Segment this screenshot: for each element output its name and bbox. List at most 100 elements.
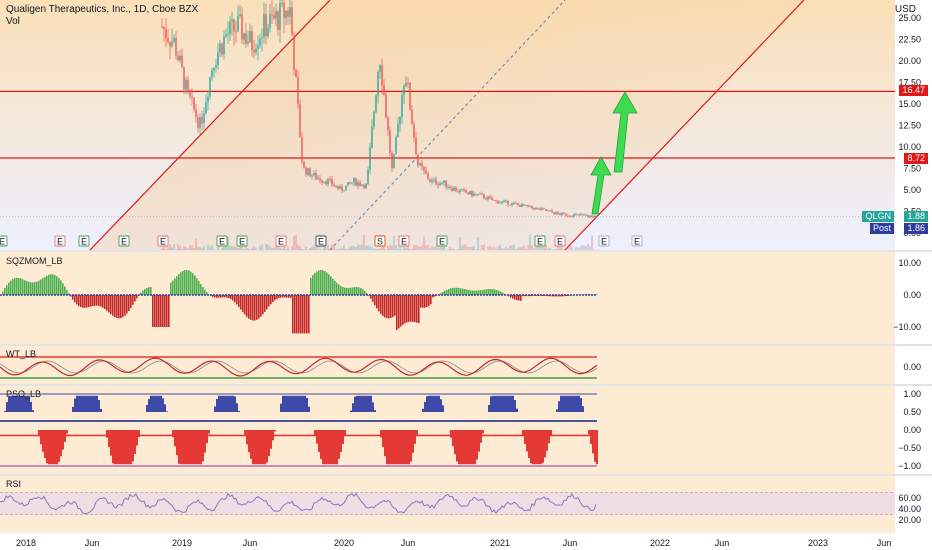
volume-bar [189,245,191,250]
volume-bar [267,244,269,250]
pso-red-bar [178,430,180,464]
price-candle [477,194,479,196]
price-candle [203,113,205,124]
sqz-bar [414,295,416,323]
volume-bar [185,247,187,250]
pso-red-bar [198,430,200,465]
level-high-tag: 16.47 [899,85,928,96]
volume-bar [543,244,545,250]
sqz-bar [566,295,568,297]
price-candle [249,31,251,42]
sqz-bar [434,295,436,297]
price-candle [455,187,457,192]
sqz-bar [462,288,464,295]
pso-red-bar [408,430,410,465]
price-candle [273,15,275,19]
pso-red-bar [322,430,324,465]
sqz-bar [38,280,40,295]
pso-red-bar [248,430,250,453]
pso-y-tick: 0.50 [903,407,921,417]
earnings-marker-label: E [219,237,225,247]
sqz-bar [280,295,282,298]
sqz-bar [318,270,320,295]
volume-bar [351,245,353,250]
sqz-bar [326,272,328,295]
sqz-bar [492,289,494,295]
sqz-bar [96,295,98,306]
volume-bar [309,248,311,250]
pso-blue-bar [352,403,354,412]
sqz-bar [122,295,124,318]
price-candle [435,179,437,185]
volume-bar [347,248,349,250]
earnings-marker-box [631,235,643,247]
volume-bar [269,246,271,250]
volume-bar [421,245,423,250]
price-candle [383,85,385,95]
pso-blue-bar [290,395,292,412]
pso-blue-bar [350,410,352,412]
volume-bar [203,246,205,250]
sqz-bar [480,290,482,295]
price-y-tick: 12.50 [898,121,921,131]
sqz-bar [272,295,274,303]
sqz-bar [440,293,442,295]
sqz-bar [464,289,466,295]
sqz-bar [460,288,462,295]
price-candle [287,10,289,17]
volume-bar [387,245,389,250]
sqz-bar [482,289,484,295]
channel-line-lower [564,0,805,251]
rsi-band [0,492,895,515]
price-candle [341,186,343,191]
pso-red-bar [200,430,202,465]
price-candle [515,202,517,204]
price-y-tick: 7.50 [903,164,921,174]
price-candle [465,189,467,193]
pso-red-bar [266,430,268,463]
x-tick: Jun [85,538,100,548]
rsi-y-tick: 20.00 [898,515,921,525]
pso-red-bar [550,430,552,436]
price-candle [301,137,303,162]
earnings-marker-box [436,235,448,247]
pso-red-bar [412,430,414,453]
pso-blue-bar [286,395,288,412]
volume-bar [465,244,467,250]
pso-blue-bar [426,396,428,412]
price-candle [205,102,207,114]
price-candle [239,14,241,17]
pso-blue-bar [440,399,442,412]
sqz-bar [334,280,336,295]
price-candle [595,215,597,218]
sqz-bar [366,293,368,295]
sqz-bar [446,289,448,295]
sqz-bar [90,295,92,307]
pso-blue-bar [220,395,222,412]
price-candle [471,191,473,196]
pso-red-bar [526,430,528,452]
sqz-bar [162,295,164,327]
pso-red-bar [126,430,128,465]
volume-bar [383,244,385,250]
price-candle [491,197,493,201]
sqz-bar [514,295,516,300]
volume-bar [593,249,595,250]
sqz-bar [56,276,58,295]
pso-red-bar [398,430,400,465]
price-candle [181,55,183,68]
price-y-tick: 15.00 [898,99,921,109]
volume-bar [527,245,529,250]
sqz-bar [44,276,46,295]
sqz-bar [244,295,246,315]
pso-blue-bar [374,410,376,412]
price-candle [545,209,547,211]
pso-red-bar [468,430,470,465]
volume-bar [483,244,485,250]
pso-blue-bar [282,395,284,412]
volume-bar [385,249,387,250]
volume-bar [581,245,583,250]
volume-bar [381,244,383,250]
volume-bar [353,246,355,250]
